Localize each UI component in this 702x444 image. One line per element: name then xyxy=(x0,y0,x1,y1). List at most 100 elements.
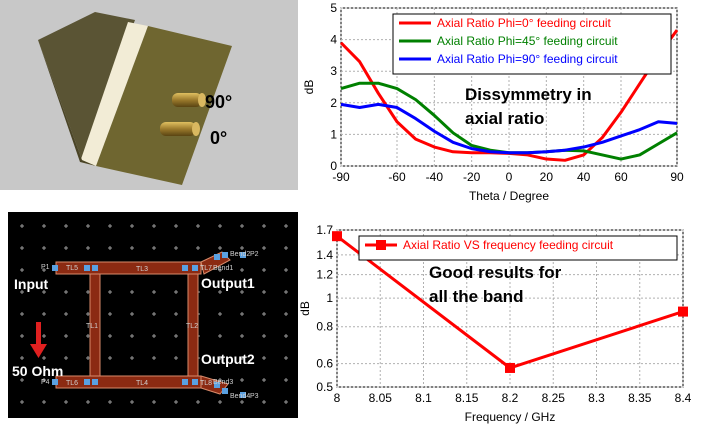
grid-cross xyxy=(284,246,288,250)
grid-cross xyxy=(20,356,24,360)
bend-label-1: Bend1 xyxy=(213,265,233,272)
substrate-left-block xyxy=(38,12,135,160)
grid-cross xyxy=(284,224,288,228)
grid-cross xyxy=(284,290,288,294)
input-label: Input xyxy=(14,276,49,292)
grid-cross xyxy=(108,224,112,228)
grid-cross xyxy=(42,224,46,228)
grid-cross xyxy=(240,290,244,294)
bend-label-2: Bend2 xyxy=(230,251,250,258)
grid-cross xyxy=(20,268,24,272)
grid-cross xyxy=(152,334,156,338)
output1-label: Output1 xyxy=(201,275,255,291)
circuit-traces xyxy=(55,251,231,395)
grid-cross xyxy=(86,334,90,338)
x-tick-label: 8 xyxy=(334,391,341,405)
grid-cross xyxy=(20,224,24,228)
grid-cross xyxy=(86,246,90,250)
legend-entry: Axial Ratio VS frequency feeding circuit xyxy=(403,238,614,252)
grid-cross xyxy=(174,400,178,404)
y-tick-label: 0.6 xyxy=(316,357,333,371)
x-tick-label: 8.1 xyxy=(415,391,432,405)
line-label-tl7: TL7 xyxy=(200,265,212,272)
grid-cross xyxy=(130,334,134,338)
port-label-p4: P4 xyxy=(41,379,50,386)
grid-cross xyxy=(108,334,112,338)
x-tick-label: 8.2 xyxy=(502,391,519,405)
grid-cross xyxy=(240,224,244,228)
grid-cross xyxy=(152,400,156,404)
axial-ratio-frequency-chart: 8 8.05 8.1 8.15 8.2 8.25 8.3 8.35 8.4 0.5 0.6 0.8 1 1… xyxy=(298,212,702,439)
grid-cross xyxy=(196,224,200,228)
grid-cross xyxy=(218,290,222,294)
y-tick-label: 1 xyxy=(330,127,337,141)
grid-cross xyxy=(174,312,178,316)
line-label-tl3: TL3 xyxy=(136,266,148,273)
grid-cross xyxy=(284,400,288,404)
x-tick-label: 20 xyxy=(540,170,554,184)
grid-cross xyxy=(240,312,244,316)
port-and-line-labels: P1 P2 P3 P4 TL5 TL3 TL7 TL1 TL2 TL6 TL4 … xyxy=(41,251,259,400)
circuit-diagram: P1 P2 P3 P4 TL5 TL3 TL7 TL1 TL2 TL6 TL4 … xyxy=(20,224,288,404)
antenna-3d-view: 90° 0° xyxy=(0,0,298,190)
grid-cross xyxy=(20,400,24,404)
schematic-grid xyxy=(20,224,288,404)
y-tick-label: 1.2 xyxy=(316,268,333,282)
annotation-text: axial ratio xyxy=(465,109,544,128)
coax-connector-90 xyxy=(172,93,202,107)
line-label-tl4: TL4 xyxy=(136,380,148,387)
grid-cross xyxy=(284,378,288,382)
trace-right xyxy=(187,273,199,377)
x-tick-label: 8.15 xyxy=(455,391,479,405)
data-point xyxy=(332,231,342,242)
grid-cross xyxy=(152,246,156,250)
feeding-circuit-schematic: P1 P2 P3 P4 TL5 TL3 TL7 TL1 TL2 TL6 TL4 … xyxy=(8,212,298,418)
x-tick-label: 8.4 xyxy=(675,391,692,405)
line-label-tl1: TL1 xyxy=(86,323,98,330)
y-tick-label: 5 xyxy=(330,1,337,15)
grid-cross xyxy=(174,224,178,228)
grid-cross xyxy=(262,356,266,360)
x-tick-label: 0 xyxy=(506,170,513,184)
impedance-label: 50 Ohm xyxy=(12,363,64,379)
y-tick-label: 0.5 xyxy=(316,380,333,394)
port-label-p3: P3 xyxy=(250,393,259,400)
grid-cross xyxy=(86,400,90,404)
grid-cross xyxy=(64,246,68,250)
x-tick-label: 60 xyxy=(614,170,628,184)
legend-marker xyxy=(376,240,386,250)
grid-cross xyxy=(174,290,178,294)
grid-cross xyxy=(218,224,222,228)
grid-cross xyxy=(108,312,112,316)
grid-cross xyxy=(42,356,46,360)
grid-cross xyxy=(196,246,200,250)
coax-connector-0 xyxy=(160,122,196,136)
y-tick-label: 1.7 xyxy=(316,223,333,237)
grid-cross xyxy=(262,312,266,316)
grid-cross xyxy=(64,356,68,360)
grid-cross xyxy=(42,246,46,250)
grid-cross xyxy=(108,400,112,404)
grid-cross xyxy=(284,356,288,360)
legend-entry: Axial Ratio Phi=45° feeding circuit xyxy=(437,34,618,48)
grid-cross xyxy=(108,290,112,294)
grid-cross xyxy=(130,312,134,316)
grid-cross xyxy=(86,224,90,228)
line-label-tl2: TL2 xyxy=(186,323,198,330)
grid-cross xyxy=(152,356,156,360)
output2-label: Output2 xyxy=(201,351,255,367)
y-tick-label: 4 xyxy=(330,33,337,47)
chart-frequency-svg: 8 8.05 8.1 8.15 8.2 8.25 8.3 8.35 8.4 0.5 0.6 0.8 1 1… xyxy=(298,223,692,424)
grid-cross xyxy=(130,290,134,294)
x-tick-label: 8.25 xyxy=(542,391,566,405)
line-label-tl6: TL6 xyxy=(66,380,78,387)
grid-cross xyxy=(42,334,46,338)
grid-cross xyxy=(262,246,266,250)
annotation-text: all the band xyxy=(429,287,523,306)
x-tick-label: 8.3 xyxy=(588,391,605,405)
grid-cross xyxy=(130,246,134,250)
grid-cross xyxy=(174,246,178,250)
grid-cross xyxy=(64,334,68,338)
antenna-model xyxy=(38,12,232,185)
grid-cross xyxy=(86,356,90,360)
